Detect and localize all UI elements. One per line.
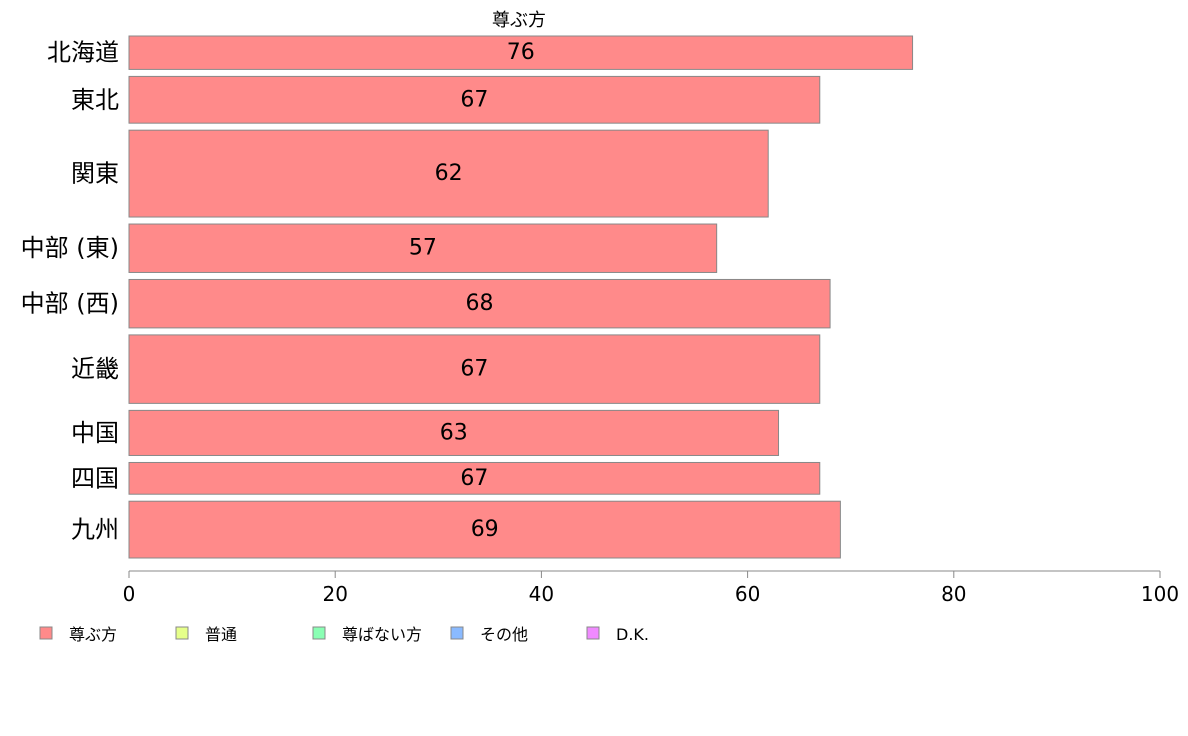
value-label: 67 [460,87,488,112]
value-label: 63 [440,420,468,445]
category-label: 九州 [71,516,119,544]
legend-swatch [586,626,600,640]
legend-swatch [175,626,189,640]
bar [128,278,831,329]
bar [128,334,821,404]
category-label: 中国 [71,419,119,447]
bar [128,409,780,456]
value-label: 76 [507,40,535,65]
category-label: 関東 [71,160,119,188]
bar [128,129,769,218]
x-axis: 0 20 40 60 80 100 [123,570,1179,606]
category-label: 東北 [71,86,119,114]
legend-label: その他 [480,625,528,644]
category-label: 中部 (東) [21,234,119,262]
value-label: 69 [471,517,499,542]
value-label: 67 [460,466,488,491]
x-tick-label: 40 [529,582,554,606]
legend-label: 尊ばない方 [342,625,422,644]
value-label: 67 [460,357,488,382]
bar [128,75,821,124]
category-label: 近畿 [71,355,119,383]
bar [128,500,841,559]
category-label: 四国 [71,464,119,492]
value-label: 62 [435,161,463,186]
bar [128,223,718,273]
bar [128,461,821,495]
legend-label: 尊ぶ方 [69,625,117,644]
value-label: 68 [466,291,494,316]
legend-swatch [312,626,326,640]
bars-group: 北海道 76 東北 67 関東 62 中部 (東) 57 中部 (西) 68 近畿 67 中国 63 四国 6… [21,35,914,559]
x-tick-label: 80 [941,582,966,606]
x-tick-label: 20 [322,582,347,606]
category-label: 中部 (西) [21,290,119,318]
legend-label: 普通 [205,625,237,644]
x-tick-label: 60 [735,582,760,606]
legend-label: D.K. [616,625,649,644]
x-tick-label: 0 [123,582,136,606]
legend: 尊ぶ方 普通 尊ばない方 その他 D.K. [39,625,649,644]
chart-title: 尊ぶ方 [492,10,546,31]
value-label: 57 [409,236,437,261]
bar [128,35,914,70]
x-tick-label: 100 [1141,582,1179,606]
category-label: 北海道 [47,39,119,67]
legend-swatch [39,626,53,640]
legend-swatch [450,626,464,640]
